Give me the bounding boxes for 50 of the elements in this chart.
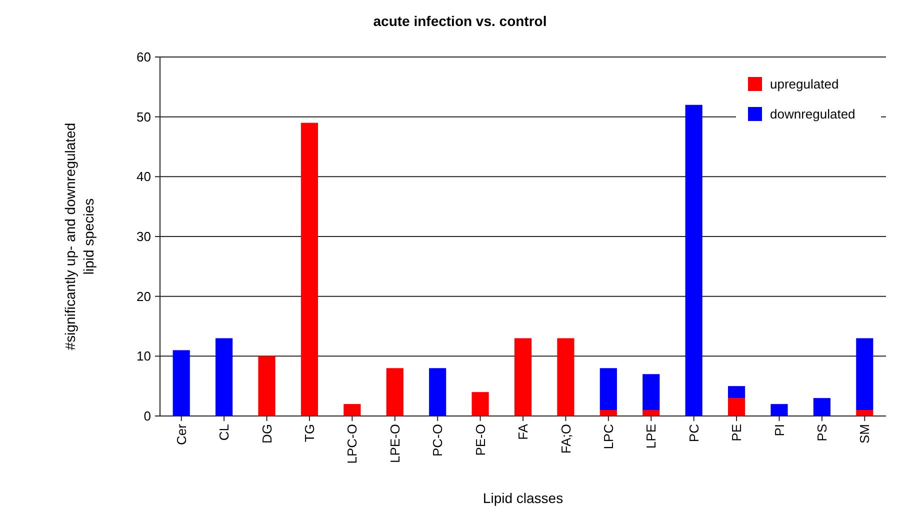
bar [813,398,830,416]
y-tick-label: 0 [144,408,151,424]
bar [514,338,532,416]
bar [386,368,404,416]
bar [728,398,746,416]
x-tick-label: TG [302,424,318,442]
bar [557,338,574,416]
x-tick-label: LPC [600,424,616,450]
bar [856,410,874,416]
x-tick-label: DG [259,424,274,444]
bar [642,410,660,416]
bar [472,392,489,416]
x-tick-label: PI [772,424,787,436]
bar [344,404,361,416]
x-axis-title: Lipid classes [482,490,564,506]
x-tick-label: PC [686,424,702,442]
y-tick-label: 50 [136,109,151,124]
x-tick-label: Cer [174,423,189,445]
bar [770,404,788,416]
x-tick-label: PC-O [430,424,446,456]
y-tick-label: 30 [136,229,151,244]
x-tick-label: SM [857,424,872,444]
y-tick-label: 20 [136,288,151,304]
bar [856,338,874,410]
y-tick-label: 40 [136,169,151,184]
x-tick-label: LPE-O [387,424,402,464]
bar [600,410,617,416]
chart-title: acute infection vs. control [373,13,547,29]
x-tick-label: FA;O [558,424,574,454]
x-tick-label: PE-O [472,424,488,456]
x-tick-label: PE [729,424,744,442]
bar [300,122,318,416]
bar [429,368,446,416]
bar [600,368,617,410]
y-tick-label: 10 [136,348,151,364]
y-axis-title: #significantly up- and downregulated lipid species [62,122,96,350]
bar [728,386,746,398]
x-tick-label: PS [814,424,830,442]
bar [172,350,190,416]
bar [685,104,702,416]
bar [216,338,233,416]
x-tick-label: LPE [644,424,659,449]
legend-label: upregulated [770,76,839,92]
y-tick-label: 60 [136,50,151,65]
bar [642,374,660,410]
bar [258,356,276,416]
x-tick-label: LPC-O [344,424,360,464]
legend-label: downregulated [770,106,856,122]
x-tick-label: FA [516,424,531,440]
x-tick-label: CL [216,424,232,441]
